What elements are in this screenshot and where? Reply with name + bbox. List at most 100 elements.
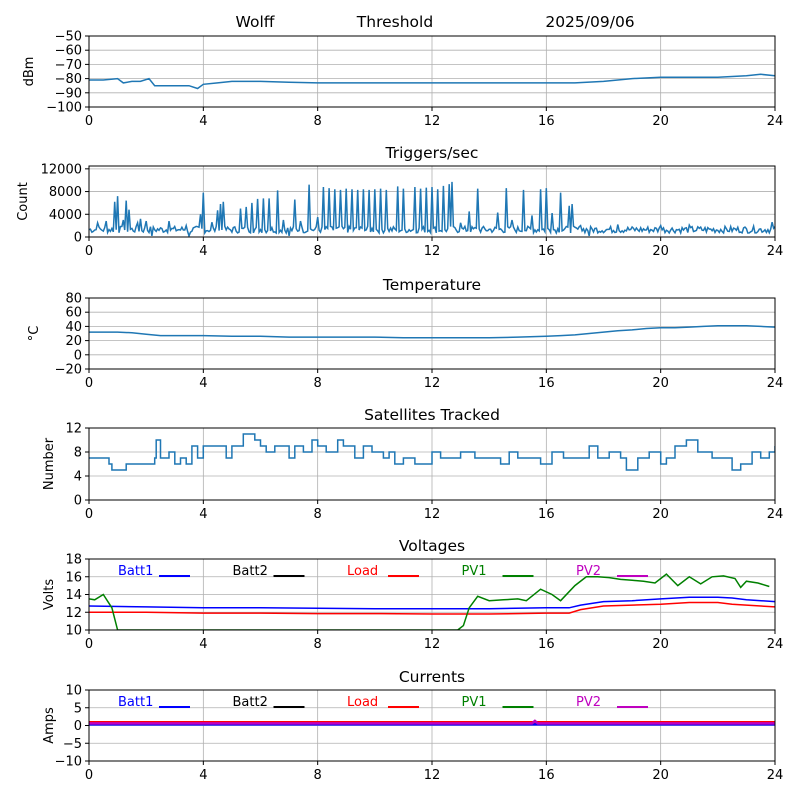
x-tick-label: 0	[85, 244, 93, 259]
y-tick-label: 14	[65, 588, 82, 603]
panel-title: Currents	[399, 668, 465, 686]
x-tick-label: 24	[767, 244, 784, 259]
legend: Batt1 Batt2 Load PV1 PV2	[118, 564, 648, 579]
x-tick-label: 4	[199, 376, 207, 391]
y-tick-label: −5	[63, 737, 82, 752]
y-tick-label: 8000	[49, 185, 82, 200]
panel-satellites: 0 4 8 12 16 20 24 0 4 8 12 Satellites Tracked Number	[42, 406, 783, 522]
legend-label-batt2: Batt2	[233, 564, 268, 579]
x-tick-label: 16	[538, 114, 555, 129]
y-tick-label: −60	[55, 44, 82, 59]
y-tick-label: 20	[65, 334, 82, 349]
panel-threshold: 0 4 8 12 16 20 24 −100−90−80−70−60−50 dBm	[22, 30, 783, 130]
y-tick-label: 0	[74, 231, 82, 246]
legend-label-batt1: Batt1	[118, 564, 153, 579]
y-tick-label: 80	[65, 292, 82, 307]
x-tick-label: 0	[85, 376, 93, 391]
x-tick-label: 0	[85, 114, 93, 129]
x-tick-label: 8	[314, 376, 322, 391]
panel-triggers: 0 4 8 12 16 20 24 0 4000 8000 12000 Triggers/sec Cou…	[16, 144, 783, 259]
legend-label-pv1: PV1	[462, 564, 487, 579]
y-tick-label: −20	[55, 363, 82, 378]
x-tick-label: 16	[538, 507, 555, 522]
x-tick-label: 4	[199, 244, 207, 259]
y-tick-label: 60	[65, 306, 82, 321]
x-tick-label: 20	[652, 114, 669, 129]
plot-lines	[89, 573, 775, 630]
x-tick-label: 20	[652, 507, 669, 522]
panel-title: Satellites Tracked	[364, 406, 500, 424]
x-tick-label: 0	[85, 768, 93, 783]
x-tick-label: 24	[767, 114, 784, 129]
y-tick-label: −80	[55, 72, 82, 87]
x-tick-label: 0	[85, 637, 93, 652]
x-tick-label: 24	[767, 376, 784, 391]
x-tick-label: 16	[538, 376, 555, 391]
series-line-load	[89, 601, 775, 615]
plot-lines	[89, 324, 775, 339]
x-tick-label: 12	[424, 637, 441, 652]
x-tick-label: 4	[199, 114, 207, 129]
plot-lines	[89, 181, 775, 237]
x-tick-label: 16	[538, 768, 555, 783]
series-line-threshold	[89, 73, 775, 90]
series-line-pv1	[89, 573, 770, 630]
x-tick-label: 16	[538, 637, 555, 652]
y-tick-label: 12000	[41, 162, 82, 177]
y-tick-label: 4	[74, 470, 82, 485]
legend-label-load: Load	[347, 564, 378, 579]
header-date: 2025/09/06	[545, 13, 634, 31]
y-axis-label: Amps	[42, 707, 57, 744]
plot-lines	[89, 73, 775, 90]
x-tick-label: 4	[199, 637, 207, 652]
y-tick-label: 12	[65, 422, 82, 437]
x-tick-label: 20	[652, 376, 669, 391]
series-line-triggers	[89, 181, 775, 237]
y-tick-label: −50	[55, 30, 82, 45]
y-tick-label: 16	[65, 570, 82, 585]
y-tick-label: 0	[74, 719, 82, 734]
x-tick-label: 8	[314, 637, 322, 652]
y-axis-label: dBm	[22, 57, 37, 87]
legend: Batt1 Batt2 Load PV1 PV2	[118, 695, 648, 710]
y-tick-label: 10	[65, 624, 82, 639]
x-tick-label: 8	[314, 244, 322, 259]
x-tick-label: 12	[424, 768, 441, 783]
series-line-satellites	[89, 433, 775, 471]
x-tick-label: 20	[652, 244, 669, 259]
y-tick-label: 12	[65, 606, 82, 621]
legend-label-pv2: PV2	[576, 695, 601, 710]
x-tick-label: 20	[652, 768, 669, 783]
legend-label-pv1: PV1	[462, 695, 487, 710]
y-tick-label: −100	[46, 101, 82, 116]
x-tick-label: 20	[652, 637, 669, 652]
y-tick-label: −70	[55, 58, 82, 73]
y-tick-label: 10	[65, 684, 82, 699]
plot-lines	[89, 433, 775, 471]
x-tick-label: 16	[538, 244, 555, 259]
x-tick-label: 4	[199, 507, 207, 522]
y-tick-label: −10	[55, 755, 82, 770]
y-axis-label: Number	[42, 437, 57, 490]
y-tick-label: 18	[65, 553, 82, 568]
y-axis-label: °C	[27, 326, 42, 342]
x-tick-label: 8	[314, 507, 322, 522]
legend-label-load: Load	[347, 695, 378, 710]
panel-title: Voltages	[399, 537, 465, 555]
x-tick-label: 24	[767, 768, 784, 783]
y-axis-label: Volts	[42, 579, 57, 611]
series-line-pv2	[89, 719, 775, 725]
y-tick-label: 8	[74, 446, 82, 461]
header-mode: Threshold	[356, 13, 433, 31]
x-tick-label: 24	[767, 507, 784, 522]
panel-title: Temperature	[382, 276, 481, 294]
series-line-batt1	[89, 596, 775, 610]
x-tick-label: 12	[424, 114, 441, 129]
legend-label-batt2: Batt2	[233, 695, 268, 710]
panel-title: Triggers/sec	[385, 144, 479, 162]
x-tick-label: 12	[424, 376, 441, 391]
y-tick-label: 40	[65, 320, 82, 335]
